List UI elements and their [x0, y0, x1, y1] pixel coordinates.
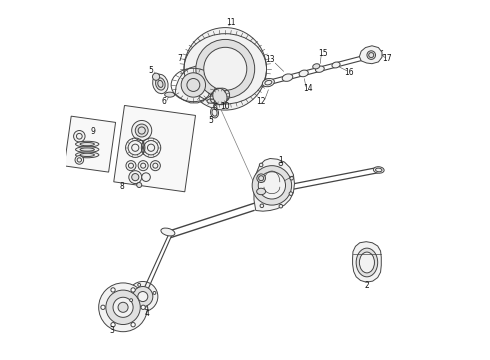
Ellipse shape — [156, 78, 165, 90]
Text: 11: 11 — [226, 18, 236, 27]
Circle shape — [153, 292, 156, 294]
Ellipse shape — [257, 188, 266, 195]
Circle shape — [126, 161, 136, 171]
Ellipse shape — [80, 148, 95, 151]
Circle shape — [113, 297, 133, 318]
Text: 5: 5 — [208, 116, 213, 125]
Ellipse shape — [80, 153, 95, 157]
Circle shape — [137, 183, 142, 188]
Ellipse shape — [263, 78, 274, 87]
Polygon shape — [254, 158, 294, 211]
Circle shape — [128, 282, 158, 312]
Circle shape — [145, 307, 148, 310]
Text: 15: 15 — [318, 49, 327, 58]
Circle shape — [74, 131, 85, 142]
Circle shape — [289, 192, 293, 195]
Text: 12: 12 — [256, 97, 266, 106]
Ellipse shape — [161, 228, 175, 236]
Circle shape — [132, 174, 139, 181]
Text: 5: 5 — [148, 66, 153, 75]
Polygon shape — [175, 66, 211, 103]
Ellipse shape — [316, 66, 324, 72]
Text: 9: 9 — [90, 127, 95, 136]
Circle shape — [144, 140, 158, 155]
Circle shape — [111, 323, 115, 327]
Ellipse shape — [75, 147, 99, 152]
Circle shape — [138, 161, 148, 171]
Circle shape — [132, 121, 152, 140]
Circle shape — [142, 173, 150, 181]
Polygon shape — [359, 46, 382, 64]
Text: 6: 6 — [162, 97, 167, 106]
Text: 16: 16 — [344, 68, 353, 77]
Ellipse shape — [359, 252, 374, 273]
Circle shape — [130, 299, 133, 302]
Text: 1: 1 — [278, 156, 283, 165]
Circle shape — [196, 40, 255, 98]
Circle shape — [259, 163, 263, 167]
Ellipse shape — [80, 143, 95, 146]
Circle shape — [129, 171, 142, 184]
Circle shape — [118, 302, 128, 312]
Ellipse shape — [75, 141, 99, 147]
Text: 13: 13 — [266, 55, 275, 64]
Circle shape — [101, 305, 105, 310]
Ellipse shape — [282, 74, 293, 81]
Circle shape — [152, 73, 160, 80]
Circle shape — [131, 323, 135, 327]
Circle shape — [111, 288, 115, 292]
Circle shape — [279, 204, 283, 208]
Circle shape — [260, 204, 264, 208]
Ellipse shape — [332, 62, 340, 68]
Circle shape — [135, 124, 148, 137]
Circle shape — [98, 283, 147, 332]
Text: 14: 14 — [303, 84, 313, 93]
Circle shape — [279, 162, 283, 166]
Ellipse shape — [207, 99, 215, 103]
Ellipse shape — [213, 88, 227, 105]
Circle shape — [252, 166, 292, 205]
Ellipse shape — [356, 248, 378, 277]
Text: 10: 10 — [220, 102, 230, 111]
Ellipse shape — [211, 107, 219, 118]
Circle shape — [184, 28, 267, 110]
Text: 8: 8 — [120, 181, 124, 190]
Circle shape — [258, 172, 286, 199]
Circle shape — [138, 292, 148, 302]
Text: 6: 6 — [212, 103, 217, 112]
Polygon shape — [64, 116, 116, 172]
Circle shape — [128, 140, 143, 155]
Text: 2: 2 — [365, 280, 369, 289]
Circle shape — [290, 176, 294, 180]
Text: 17: 17 — [382, 54, 392, 63]
Circle shape — [150, 161, 160, 171]
Text: 3: 3 — [110, 326, 115, 335]
Circle shape — [257, 174, 266, 183]
Text: 7: 7 — [177, 54, 182, 63]
Ellipse shape — [313, 64, 320, 69]
Circle shape — [141, 305, 146, 310]
Text: 4: 4 — [145, 309, 150, 318]
Circle shape — [367, 51, 375, 59]
Circle shape — [204, 47, 247, 90]
Circle shape — [75, 156, 84, 164]
Circle shape — [181, 73, 205, 97]
Ellipse shape — [299, 70, 308, 77]
Circle shape — [133, 287, 153, 307]
Circle shape — [138, 283, 141, 286]
Ellipse shape — [75, 152, 99, 158]
Ellipse shape — [165, 92, 175, 97]
Polygon shape — [114, 105, 196, 192]
Circle shape — [106, 290, 140, 324]
Ellipse shape — [373, 167, 384, 173]
Circle shape — [131, 288, 135, 292]
Polygon shape — [353, 242, 381, 282]
Ellipse shape — [153, 74, 168, 94]
